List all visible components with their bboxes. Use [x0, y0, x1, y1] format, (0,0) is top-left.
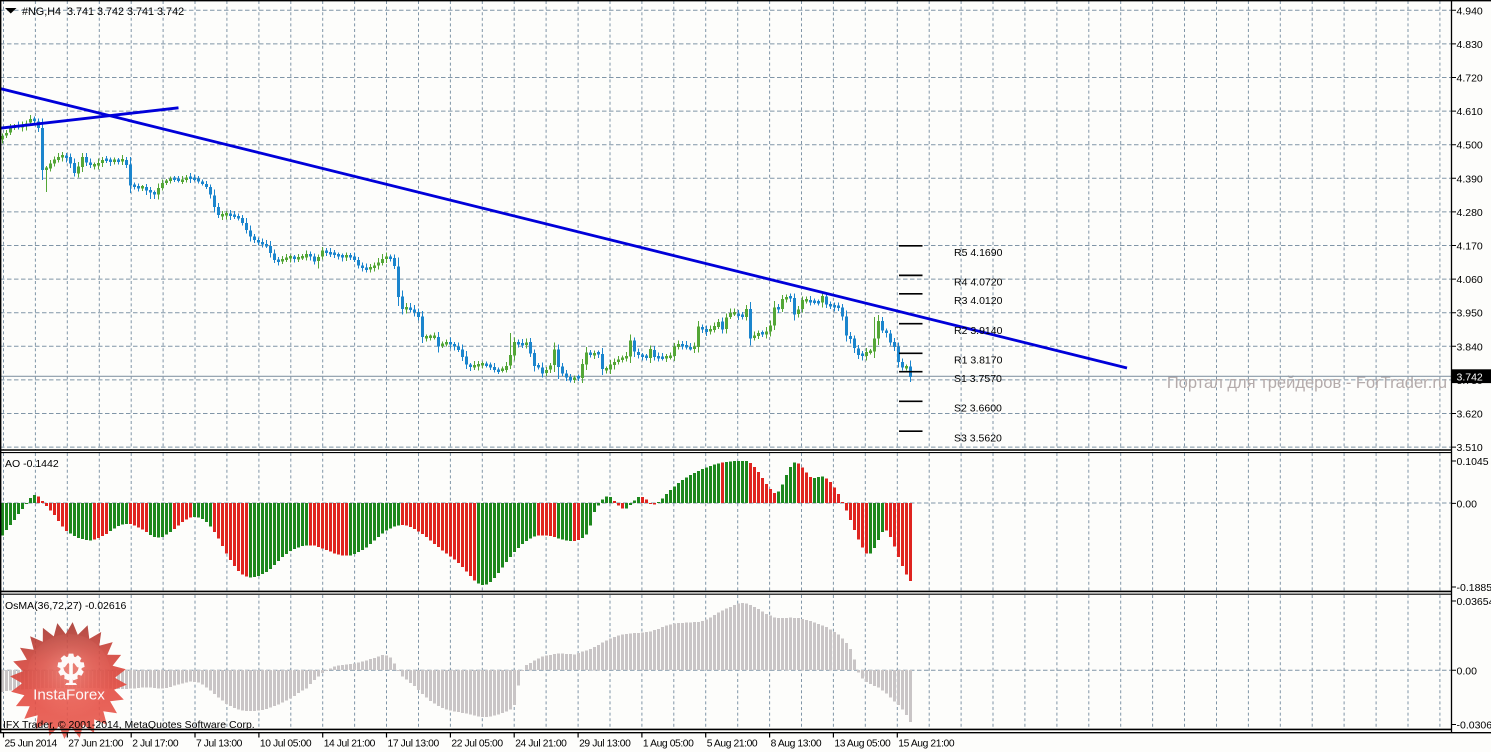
svg-text:4.830: 4.830 — [1457, 39, 1483, 51]
svg-text:3.742: 3.742 — [1457, 371, 1483, 383]
svg-text:1 Aug 05:00: 1 Aug 05:00 — [643, 739, 694, 750]
svg-text:25 Jun 2014: 25 Jun 2014 — [5, 739, 58, 750]
svg-text:4.500: 4.500 — [1457, 140, 1483, 152]
svg-text:S1 3.7570: S1 3.7570 — [954, 373, 1002, 385]
svg-text:R1 3.8170: R1 3.8170 — [954, 355, 1003, 367]
svg-text:2 Jul 17:00: 2 Jul 17:00 — [132, 739, 179, 750]
svg-text:#NG,H4 3.741 3.742 3.741 3.74: #NG,H4 3.741 3.742 3.741 3.742 — [22, 6, 184, 18]
svg-text:27 Jun 21:00: 27 Jun 21:00 — [68, 739, 123, 750]
svg-text:14 Jul 21:00: 14 Jul 21:00 — [324, 739, 376, 750]
svg-text:4.280: 4.280 — [1457, 207, 1483, 219]
svg-text:7 Jul 13:00: 7 Jul 13:00 — [196, 739, 243, 750]
svg-text:Портал для трейдеров - ForTrad: Портал для трейдеров - ForTrader.ru — [1167, 374, 1447, 392]
svg-text:4.170: 4.170 — [1457, 241, 1483, 253]
svg-text:4.940: 4.940 — [1457, 5, 1483, 17]
svg-text:4.060: 4.060 — [1457, 274, 1483, 286]
svg-text:0.00: 0.00 — [1457, 665, 1478, 677]
svg-text:-0.1885: -0.1885 — [1457, 582, 1491, 594]
svg-text:R5 4.1690: R5 4.1690 — [954, 247, 1003, 259]
svg-text:0.03654: 0.03654 — [1457, 596, 1491, 608]
svg-text:29 Jul 13:00: 29 Jul 13:00 — [579, 739, 631, 750]
svg-text:15 Aug 21:00: 15 Aug 21:00 — [898, 739, 955, 750]
svg-text:4.390: 4.390 — [1457, 173, 1483, 185]
svg-text:3.840: 3.840 — [1457, 341, 1483, 353]
svg-text:R3 4.0120: R3 4.0120 — [954, 295, 1003, 307]
svg-text:S2 3.6600: S2 3.6600 — [954, 403, 1002, 415]
svg-text:3.950: 3.950 — [1457, 308, 1483, 320]
svg-text:22 Jul 05:00: 22 Jul 05:00 — [451, 739, 503, 750]
svg-text:S3 3.5620: S3 3.5620 — [954, 433, 1002, 445]
svg-text:-0.03066: -0.03066 — [1457, 720, 1491, 732]
svg-text:IFX Trader, © 2001-2014, MetaQ: IFX Trader, © 2001-2014, MetaQuotes Soft… — [3, 719, 255, 731]
svg-text:R2 3.9140: R2 3.9140 — [954, 325, 1003, 337]
svg-text:8 Aug 13:00: 8 Aug 13:00 — [771, 739, 822, 750]
svg-text:AO -0.1442: AO -0.1442 — [5, 458, 59, 470]
svg-text:4.610: 4.610 — [1457, 106, 1483, 118]
svg-text:InstaForex: InstaForex — [33, 687, 105, 704]
svg-text:4.720: 4.720 — [1457, 73, 1483, 85]
svg-text:0.1045: 0.1045 — [1457, 456, 1489, 468]
svg-text:3.510: 3.510 — [1457, 442, 1483, 454]
svg-text:5 Aug 21:00: 5 Aug 21:00 — [707, 739, 758, 750]
svg-text:24 Jul 21:00: 24 Jul 21:00 — [515, 739, 567, 750]
svg-text:R4 4.0720: R4 4.0720 — [954, 277, 1003, 289]
svg-text:13 Aug 05:00: 13 Aug 05:00 — [834, 739, 891, 750]
svg-text:17 Jul 13:00: 17 Jul 13:00 — [388, 739, 440, 750]
svg-text:0.00: 0.00 — [1457, 498, 1478, 510]
svg-text:10 Jul 05:00: 10 Jul 05:00 — [260, 739, 312, 750]
svg-text:3.620: 3.620 — [1457, 409, 1483, 421]
svg-text:OsMA(36,72,27) -0.02616: OsMA(36,72,27) -0.02616 — [5, 600, 127, 612]
